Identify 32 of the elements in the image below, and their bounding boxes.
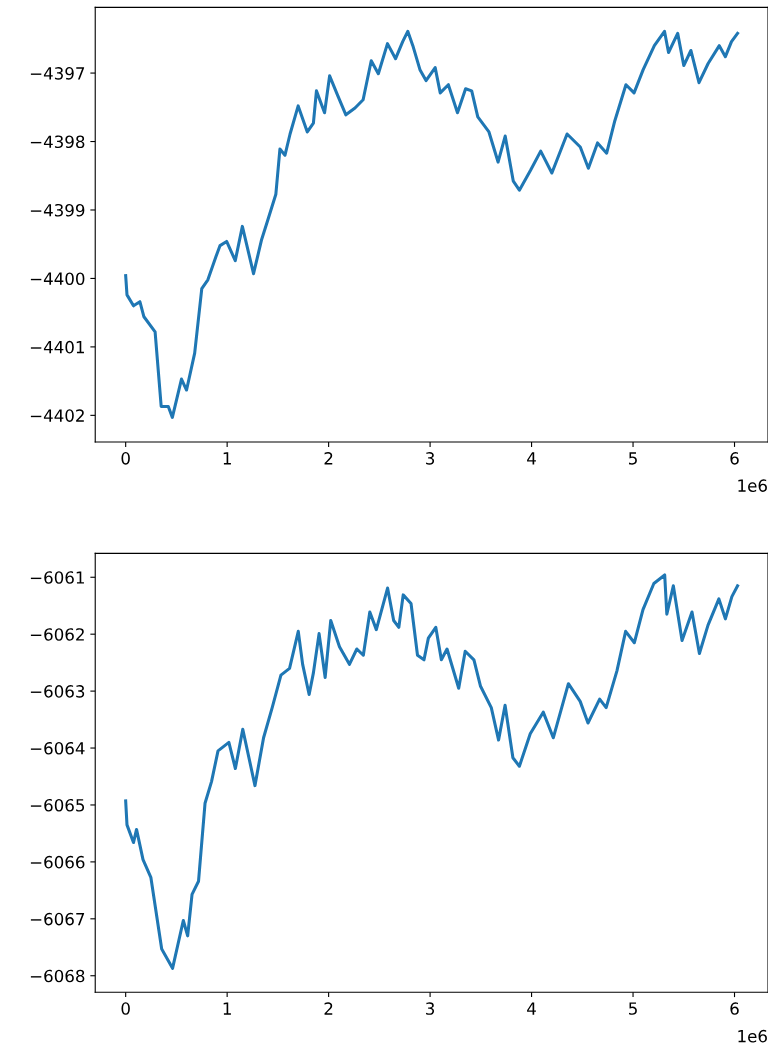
x-tick-label: 2 — [324, 452, 333, 465]
y-tick-label: −6062 — [30, 628, 84, 641]
y-tick-label: −6067 — [30, 912, 85, 926]
x-tick-label: 1 — [223, 452, 231, 465]
y-tick-label: −6068 — [30, 969, 85, 983]
line-series — [124, 29, 740, 419]
x-tick-label: 6 — [730, 452, 739, 465]
x-tick-label: 6 — [730, 1002, 739, 1015]
text: 1e6 — [738, 479, 767, 492]
x-tick-label: 4 — [527, 452, 536, 465]
x-tick-label: 1 — [223, 1002, 231, 1015]
x-tick-label: 3 — [426, 1002, 435, 1015]
x-tick-label: 5 — [629, 1002, 637, 1015]
y-tick-label: −4398 — [30, 135, 85, 149]
y-tick-label: −4399 — [30, 203, 85, 217]
x-tick-label: 5 — [629, 452, 637, 465]
y-tick-label: −4401 — [30, 340, 84, 354]
y-tick-label: −6066 — [30, 855, 85, 869]
y-tick-label: −6063 — [30, 685, 85, 698]
y-tick-label: −6061 — [30, 571, 84, 584]
x-tick-label: 4 — [527, 1002, 536, 1015]
y-tick-label: −6064 — [30, 742, 85, 755]
x-tick-label: 0 — [121, 1002, 130, 1015]
y-tick-label: −4400 — [30, 272, 85, 286]
x-tick-label: 2 — [324, 1002, 333, 1015]
y-tick-label: −6065 — [30, 798, 85, 812]
y-tick-label: −4397 — [30, 67, 85, 80]
y-tick-label: −4402 — [30, 409, 84, 422]
x-tick-label: 0 — [121, 452, 130, 465]
x-tick-label: 3 — [426, 452, 435, 465]
text: 1e6 — [738, 1029, 767, 1043]
line-series — [124, 573, 740, 970]
